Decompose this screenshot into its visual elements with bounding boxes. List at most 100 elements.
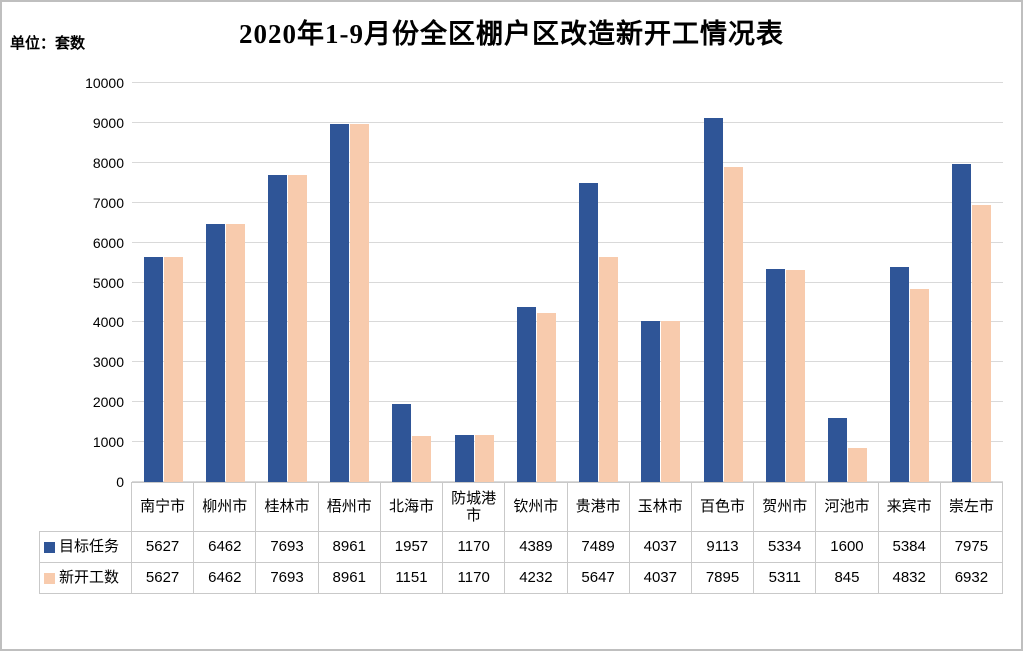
- y-tick-label: 5000: [92, 274, 124, 291]
- value-series2-2: 6462: [194, 563, 257, 594]
- value-series1-14: 7975: [940, 532, 1003, 563]
- bar-series1-6: [454, 435, 474, 482]
- bar-group-14: [941, 83, 1003, 482]
- value-series2-13: 4832: [878, 563, 941, 594]
- value-series1-2: 6462: [194, 532, 257, 563]
- value-series1-9: 4037: [629, 532, 692, 563]
- category-label-13: 来宾市: [878, 482, 941, 532]
- gridline: [132, 161, 1003, 163]
- category-label-14: 崇左市: [940, 482, 1003, 532]
- category-label-6: 防城港市: [443, 482, 506, 532]
- bar-group-11: [754, 83, 816, 482]
- y-tick-label: 6000: [92, 234, 124, 251]
- plot-area: [132, 82, 1003, 482]
- category-label-10: 百色市: [691, 482, 755, 532]
- value-series2-11: 5311: [754, 563, 817, 594]
- bar-series2-14: [972, 205, 992, 482]
- gridline: [132, 481, 1003, 482]
- bar-group-1: [132, 83, 194, 482]
- bar-series2-13: [910, 289, 930, 482]
- chart-title: 2020年1-9月份全区棚户区改造新开工情况表: [239, 19, 784, 49]
- bar-group-10: [692, 83, 754, 482]
- value-series1-12: 1600: [816, 532, 879, 563]
- y-tick-label: 7000: [92, 194, 124, 211]
- bar-series1-9: [641, 320, 661, 482]
- category-label-5: 北海市: [380, 482, 444, 532]
- value-series1-11: 5334: [754, 532, 817, 563]
- value-series2-6: 1170: [443, 563, 506, 594]
- bar-series2-8: [599, 256, 619, 482]
- value-series1-5: 1957: [380, 532, 444, 563]
- bar-group-3: [256, 83, 318, 482]
- bar-series1-12: [828, 418, 848, 482]
- bar-group-4: [319, 83, 381, 482]
- bar-series2-3: [288, 175, 308, 482]
- y-tick-label: 0: [116, 474, 124, 490]
- bar-series2-12: [848, 448, 868, 482]
- category-label-12: 河池市: [816, 482, 879, 532]
- y-axis: 0 1000 2000 3000 4000 5000 6000 7000 8000 9000 100…: [2, 76, 124, 489]
- value-series2-4: 8961: [318, 563, 381, 594]
- value-series2-9: 4037: [629, 563, 692, 594]
- value-series1-1: 5627: [132, 532, 195, 563]
- unit-label: 单位：套数: [10, 35, 86, 52]
- bar-group-9: [630, 83, 692, 482]
- value-series1-7: 4389: [505, 532, 568, 563]
- bar-series1-11: [765, 269, 785, 482]
- bar-series2-11: [785, 270, 805, 482]
- value-series1-13: 5384: [878, 532, 941, 563]
- value-series1-6: 1170: [443, 532, 506, 563]
- bar-group-2: [194, 83, 256, 482]
- bar-group-7: [505, 83, 567, 482]
- value-series2-5: 1151: [380, 563, 444, 594]
- value-series2-7: 4232: [505, 563, 568, 594]
- bar-series2-5: [412, 436, 432, 482]
- value-series1-8: 7489: [567, 532, 630, 563]
- series-legend-1: 目标任务: [39, 532, 132, 563]
- value-series2-10: 7895: [691, 563, 755, 594]
- bar-group-6: [443, 83, 505, 482]
- bar-series1-5: [392, 403, 412, 482]
- bar-series1-14: [952, 163, 972, 482]
- bar-series2-2: [225, 224, 245, 482]
- series-name-1: 目标任务: [59, 538, 120, 556]
- bar-series1-7: [516, 306, 536, 482]
- category-label-7: 钦州市: [505, 482, 568, 532]
- value-series2-1: 5627: [132, 563, 195, 594]
- y-tick-label: 2000: [92, 394, 124, 411]
- series-legend-2: 新开工数: [39, 563, 132, 594]
- category-label-8: 贵港市: [567, 482, 630, 532]
- value-series2-12: 845: [816, 563, 879, 594]
- bar-group-8: [568, 83, 630, 482]
- gridline: [132, 82, 1003, 83]
- gridline: [132, 441, 1003, 443]
- y-tick-label: 9000: [92, 114, 124, 131]
- category-label-1: 南宁市: [132, 482, 195, 532]
- value-series2-8: 5647: [567, 563, 630, 594]
- bar-series1-1: [143, 257, 163, 482]
- value-series1-10: 9113: [691, 532, 755, 563]
- gridline: [132, 361, 1003, 363]
- bar-group-12: [816, 83, 878, 482]
- bar-series1-4: [330, 124, 350, 482]
- table-corner-cell: [39, 482, 132, 532]
- bar-series2-9: [661, 320, 681, 482]
- category-label-11: 贺州市: [754, 482, 817, 532]
- bar-series2-10: [723, 167, 743, 482]
- data-table: 南宁市 柳州市 桂林市 梧州市 北海市 防城港市 钦州市 贵港市 玉林市 百色市 贺州市 河池市 来宾市…: [39, 482, 1003, 594]
- value-series1-4: 8961: [318, 532, 381, 563]
- bar-series1-10: [703, 118, 723, 482]
- bar-series1-2: [205, 224, 225, 482]
- bar-series2-7: [536, 313, 556, 482]
- gridline: [132, 281, 1003, 283]
- gridline: [132, 121, 1003, 123]
- y-tick-label: 8000: [92, 154, 124, 171]
- value-series1-3: 7693: [256, 532, 319, 563]
- bar-series2-1: [163, 257, 183, 482]
- category-label-9: 玉林市: [629, 482, 692, 532]
- gridline: [132, 241, 1003, 243]
- value-series2-3: 7693: [256, 563, 319, 594]
- gridline: [132, 401, 1003, 403]
- bar-series1-8: [579, 183, 599, 482]
